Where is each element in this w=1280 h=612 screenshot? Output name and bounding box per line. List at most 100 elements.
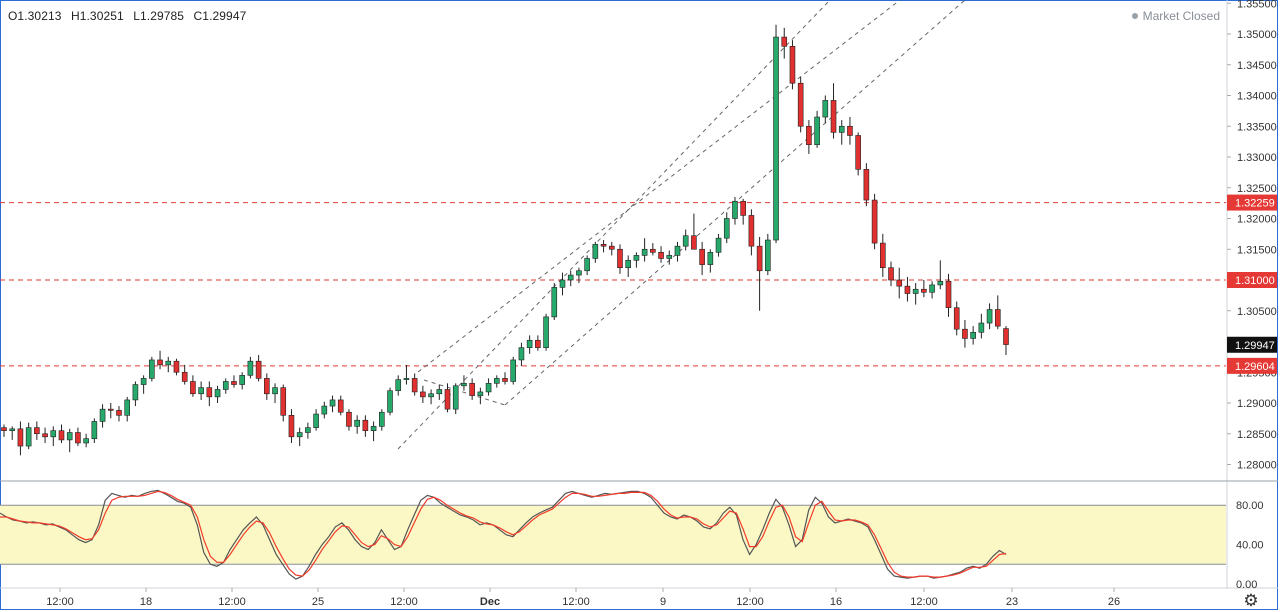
oscillator-band [0, 505, 1226, 565]
oscillator-tick-label: 40.00 [1236, 540, 1264, 552]
candle-body [461, 383, 467, 387]
candle-body [296, 432, 303, 438]
candle-body [904, 285, 911, 294]
time-tick-label: 12:00 [910, 596, 938, 608]
candle-body [559, 279, 566, 288]
candle-body [617, 248, 623, 269]
candle-body [247, 360, 254, 376]
price-tick-label: 1.31500 [1237, 244, 1277, 256]
candle-body [797, 82, 804, 127]
market-status: Market Closed [1131, 9, 1220, 23]
candle-body [403, 378, 410, 380]
candle-body [740, 200, 746, 216]
candle-body [485, 383, 492, 393]
candle-body [411, 378, 418, 393]
candle-body [896, 279, 903, 287]
candle-body [986, 309, 993, 324]
candle-body [715, 237, 722, 253]
price-tick-label: 1.28000 [1237, 460, 1277, 472]
time-tick-label: 9 [660, 596, 666, 608]
price-tick-label: 1.34000 [1237, 91, 1277, 103]
candle-body [66, 432, 73, 441]
candle-body [510, 359, 517, 382]
candle-body [116, 410, 122, 416]
candle-body [99, 408, 106, 422]
price-label-box [1227, 272, 1277, 288]
time-tick-label: 23 [1006, 596, 1018, 608]
candle-body [880, 242, 886, 269]
candle-body [395, 379, 402, 392]
candle-body [912, 288, 919, 294]
high-value: H1.30251 [70, 9, 124, 23]
candle-body [75, 432, 81, 444]
candle-body [962, 328, 968, 339]
candle-body [584, 258, 590, 272]
time-tick-label: Dec [480, 596, 500, 608]
price-label-box [1227, 336, 1277, 353]
candle-body [682, 235, 689, 247]
candle-body [321, 405, 328, 415]
candle-body [149, 359, 155, 379]
candle-body [1003, 328, 1009, 345]
candle-body [198, 387, 204, 395]
candle-body [428, 393, 434, 398]
candle-body [773, 36, 779, 241]
candle-body [970, 331, 976, 339]
candle-body [50, 430, 57, 438]
oscillator-tick-label: 0.00 [1236, 579, 1257, 591]
candle-body [173, 360, 180, 373]
price-label-text: 1.29947 [1235, 340, 1275, 352]
candle-body [658, 252, 664, 259]
channel-base-line [423, 379, 506, 406]
candle-body [25, 427, 32, 447]
candle-body [633, 255, 640, 261]
candle-body [863, 169, 870, 201]
candle-body [420, 391, 426, 398]
candle-body [124, 399, 130, 416]
candle-body [953, 307, 960, 330]
candle-body [994, 309, 1001, 327]
candle-body [551, 287, 558, 318]
candle-body [346, 411, 352, 427]
candle-body [288, 414, 295, 438]
candle-body [937, 280, 944, 286]
candle-body [592, 244, 599, 259]
candle-body [17, 428, 24, 447]
channel-middle-line [417, 0, 901, 373]
candle-body [789, 45, 796, 84]
candle-body [871, 199, 878, 244]
time-tick-label: 25 [312, 596, 324, 608]
price-label-text: 1.29604 [1235, 361, 1275, 373]
time-tick-label: 16 [830, 596, 842, 608]
oscillator-k-line [0, 489, 1007, 580]
candle-body [847, 125, 853, 136]
candle-body [165, 360, 172, 366]
candle-body [732, 200, 738, 219]
candle-body [305, 427, 311, 433]
candle-body [354, 419, 360, 427]
time-tick-label: 12:00 [390, 596, 418, 608]
candle-body [206, 387, 213, 398]
candle-body [436, 389, 443, 395]
candle-body [567, 274, 574, 281]
candle-body [214, 389, 221, 398]
candle-body [830, 100, 837, 133]
candle-body [264, 378, 270, 395]
time-tick-label: 12:00 [46, 596, 74, 608]
price-tick-label: 1.33000 [1237, 152, 1277, 164]
candle-body [691, 235, 697, 250]
candle-body [469, 383, 475, 396]
candle-body [42, 433, 48, 438]
candle-body [535, 339, 541, 348]
candle-body [518, 347, 525, 361]
candle-body [231, 381, 237, 385]
candle-body [699, 248, 705, 265]
price-label-text: 1.32259 [1235, 198, 1275, 210]
candle-body [781, 36, 788, 47]
gear-icon[interactable]: ⚙ [1243, 591, 1259, 610]
candle-body [337, 399, 344, 413]
candle-body [34, 427, 40, 435]
candle-body [978, 322, 985, 333]
candle-body [945, 280, 952, 308]
